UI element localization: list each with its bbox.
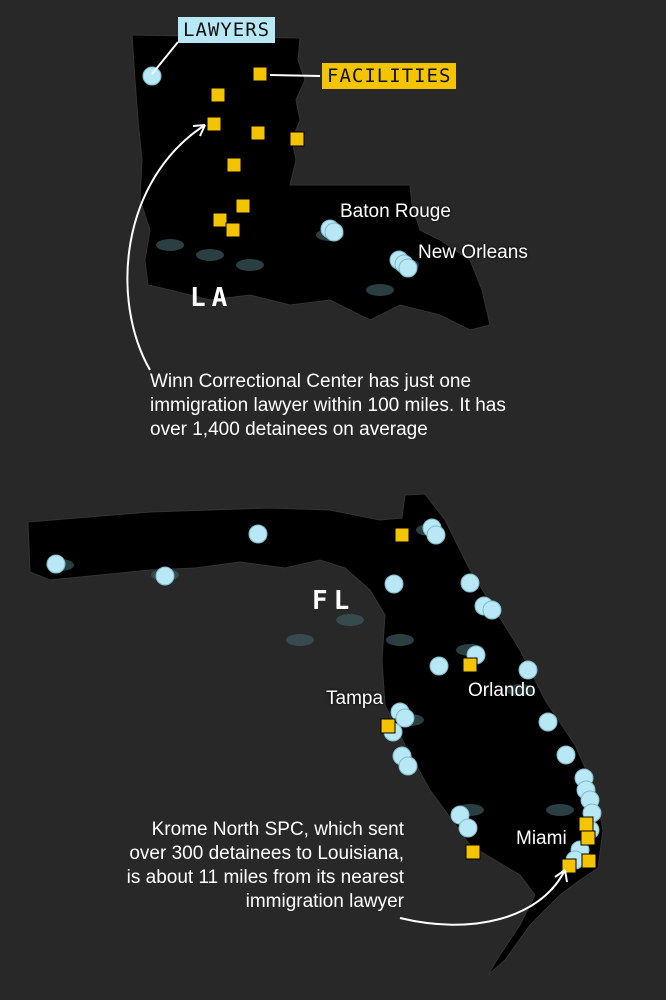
florida-shape bbox=[27, 493, 604, 976]
lawyer-marker bbox=[248, 524, 268, 544]
urban-area bbox=[156, 239, 184, 251]
lawyer-marker bbox=[429, 656, 449, 676]
urban-area bbox=[286, 634, 314, 646]
lawyer-marker bbox=[426, 525, 446, 545]
state-label-fl: FL bbox=[312, 586, 356, 616]
facility-marker bbox=[380, 718, 396, 734]
lawyer-marker bbox=[482, 600, 502, 620]
facility-marker bbox=[212, 212, 228, 228]
facilities-leader-line bbox=[269, 74, 321, 77]
fl-annotation: Krome North SPC, which sent over 300 det… bbox=[126, 819, 404, 912]
lawyer-marker bbox=[460, 573, 480, 593]
facility-marker bbox=[462, 657, 478, 673]
urban-area bbox=[366, 284, 394, 296]
facility-marker bbox=[206, 116, 222, 132]
legend-lawyers: LAWYERS bbox=[178, 17, 276, 43]
lawyer-marker bbox=[324, 222, 344, 242]
fl-annotation-arrow bbox=[399, 869, 566, 926]
facility-marker bbox=[581, 853, 597, 869]
city-label-baton-rouge: Baton Rouge bbox=[340, 201, 451, 222]
lawyer-marker bbox=[556, 745, 576, 765]
la-arrow-head bbox=[192, 124, 206, 137]
facility-marker bbox=[252, 66, 268, 82]
lawyer-marker bbox=[398, 756, 418, 776]
fl-arrow-head bbox=[554, 869, 568, 883]
lawyer-marker bbox=[155, 566, 175, 586]
lawyer-marker bbox=[384, 574, 404, 594]
facility-marker bbox=[250, 125, 266, 141]
lawyer-marker bbox=[538, 712, 558, 732]
la-annotation: Winn Correctional Center has just one im… bbox=[150, 371, 506, 440]
lawyer-marker bbox=[398, 258, 418, 278]
la-annotation-arrow bbox=[126, 124, 206, 371]
lawyer-marker bbox=[395, 708, 415, 728]
urban-area bbox=[336, 614, 364, 626]
facility-marker bbox=[578, 816, 594, 832]
city-label-tampa: Tampa bbox=[326, 688, 384, 709]
facility-marker bbox=[210, 87, 226, 103]
lawyer-marker bbox=[458, 818, 478, 838]
urban-area bbox=[546, 804, 574, 816]
facility-marker bbox=[465, 844, 481, 860]
facility-marker bbox=[226, 157, 242, 173]
facility-marker bbox=[289, 131, 305, 147]
urban-area bbox=[386, 634, 414, 646]
city-label-new-orleans: New Orleans bbox=[418, 242, 528, 263]
state-label-la: LA bbox=[190, 283, 234, 313]
urban-area bbox=[506, 684, 534, 696]
facility-marker bbox=[580, 830, 596, 846]
lawyer-marker bbox=[142, 66, 162, 86]
lawyers-leader-line bbox=[151, 41, 179, 75]
legend-facilities: FACILITIES bbox=[322, 63, 457, 89]
city-label-orlando: Orlando bbox=[468, 680, 536, 701]
facility-marker bbox=[394, 527, 410, 543]
urban-area bbox=[196, 249, 224, 261]
facility-marker bbox=[225, 222, 241, 238]
facility-marker bbox=[235, 198, 251, 214]
urban-area bbox=[236, 259, 264, 271]
city-label-miami: Miami bbox=[516, 828, 567, 849]
lawyer-marker bbox=[46, 554, 66, 574]
lawyer-marker bbox=[518, 660, 538, 680]
facility-marker bbox=[561, 858, 577, 874]
